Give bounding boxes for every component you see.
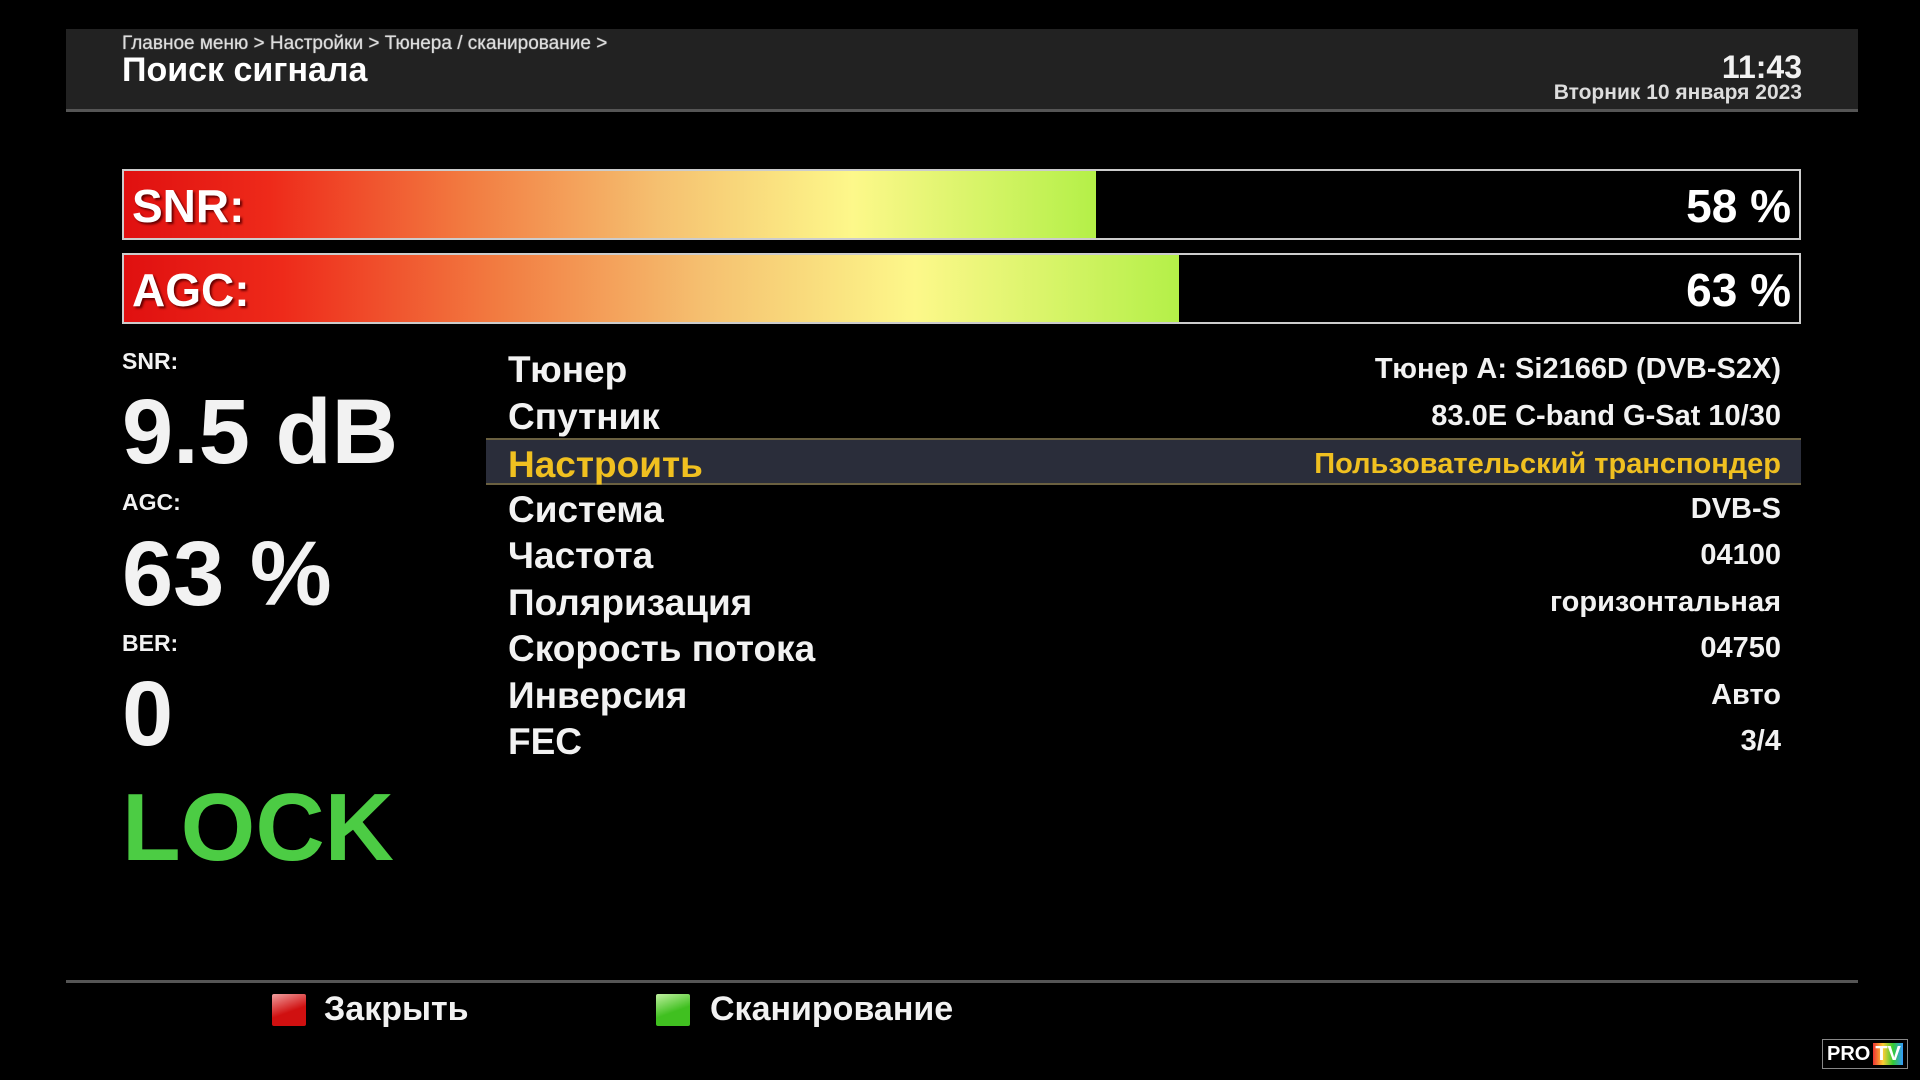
param-value: Пользовательский транспондер: [1314, 448, 1781, 480]
param-row[interactable]: Скорость потока 04750: [486, 624, 1801, 671]
clock-date: Вторник 10 января 2023: [1553, 81, 1802, 104]
param-value: 3/4: [1740, 725, 1781, 757]
page-title: Поиск сигнала: [122, 51, 368, 89]
header-bar: Главное меню > Настройки > Тюнера / скан…: [66, 29, 1858, 112]
agc-label: AGC:: [122, 489, 181, 515]
param-key: Спутник: [508, 395, 660, 437]
snr-bar-label: SNR:: [132, 180, 245, 232]
footer-divider: [66, 980, 1858, 983]
green-key-icon: [656, 994, 690, 1026]
param-value: DVB-S: [1690, 492, 1781, 525]
lock-status: LOCK: [122, 774, 394, 881]
agc-value: 63 %: [122, 523, 332, 625]
param-row[interactable]: Поляризация горизонтальная: [486, 578, 1801, 625]
snr-bar-fill: [124, 171, 1096, 238]
snr-bar: SNR: 58 %: [122, 169, 1801, 240]
param-value: Тюнер A: Si2166D (DVB-S2X): [1374, 353, 1781, 385]
scan-button[interactable]: Сканирование: [710, 990, 954, 1028]
param-row[interactable]: Спутник 83.0E C-band G-Sat 10/30: [486, 392, 1801, 439]
param-key: Поляризация: [508, 581, 753, 623]
param-key: Скорость потока: [508, 628, 816, 669]
param-value: 83.0E C-band G-Sat 10/30: [1431, 399, 1781, 432]
snr-bar-value: 58 %: [1686, 180, 1791, 232]
clock-time: 11:43: [1721, 49, 1802, 85]
param-value: 04750: [1700, 632, 1781, 664]
param-row[interactable]: Тюнер Тюнер A: Si2166D (DVB-S2X): [486, 345, 1801, 392]
param-row[interactable]: Частота 04100: [486, 531, 1801, 578]
param-key: FEC: [508, 721, 582, 762]
param-row[interactable]: Система DVB-S: [486, 485, 1801, 532]
param-key: Тюнер: [508, 349, 628, 390]
param-key: Частота: [508, 535, 654, 576]
param-key: Инверсия: [508, 674, 688, 716]
snr-value: 9.5 dB: [122, 381, 399, 483]
ber-label: BER:: [122, 630, 179, 656]
param-row[interactable]: FEC 3/4: [486, 717, 1801, 764]
close-button[interactable]: Закрыть: [324, 990, 469, 1028]
watermark-logo: PRO TV: [1822, 1039, 1908, 1069]
param-row[interactable]: Инверсия Авто: [486, 671, 1801, 718]
agc-bar-value: 63 %: [1686, 264, 1791, 316]
param-key: Система: [508, 488, 664, 530]
agc-bar: AGC: 63 %: [122, 253, 1801, 324]
param-value: 04100: [1700, 539, 1781, 571]
snr-label: SNR:: [122, 348, 179, 374]
red-key-icon: [272, 994, 306, 1026]
agc-bar-fill: [124, 255, 1180, 322]
agc-bar-label: AGC:: [132, 264, 250, 316]
param-value: Авто: [1711, 678, 1781, 711]
param-key: Настроить: [508, 444, 703, 485]
param-value: горизонтальная: [1549, 585, 1781, 618]
ber-value: 0: [122, 663, 174, 765]
param-row[interactable]: Настроить Пользовательский транспондер: [486, 438, 1801, 485]
breadcrumb: Главное меню > Настройки > Тюнера / скан…: [122, 33, 608, 54]
